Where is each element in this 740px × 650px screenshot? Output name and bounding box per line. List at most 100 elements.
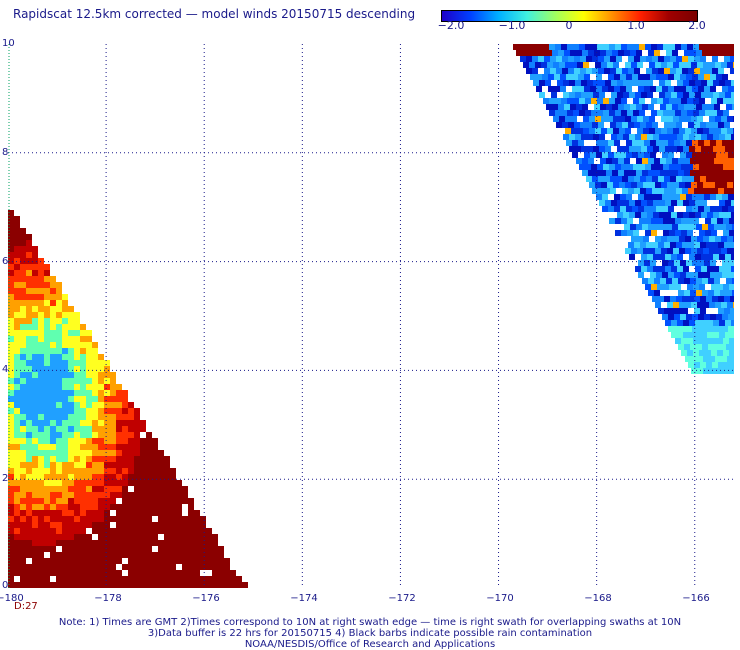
swath-cell [194, 564, 200, 570]
swath-cell [721, 368, 727, 374]
swath-cell [690, 224, 696, 230]
swath-cell [672, 290, 678, 296]
swath-cell [651, 164, 657, 170]
swath-cell [128, 570, 134, 576]
swath-cell [690, 104, 696, 110]
swath-cell [62, 528, 68, 534]
swath-cell [32, 534, 38, 540]
swath-cell [80, 510, 86, 516]
swath-cell [732, 158, 734, 164]
swath-cell [542, 86, 548, 92]
swath-cell [8, 498, 14, 504]
swath-cell [692, 272, 698, 278]
swath-cell [50, 486, 56, 492]
swath-cell [50, 330, 56, 336]
swath-cell [698, 272, 704, 278]
swath-cell [146, 468, 152, 474]
swath-cell [710, 314, 716, 320]
swath-cell [697, 62, 703, 68]
swath-cell [621, 230, 627, 236]
swath-cell [50, 468, 56, 474]
swath-cell [662, 272, 668, 278]
swath-cell [152, 462, 158, 468]
swath-cell [116, 384, 122, 390]
swath-cell [657, 164, 663, 170]
swath-cell [674, 206, 680, 212]
swath-cell [712, 296, 718, 302]
swath-cell [687, 338, 693, 344]
swath-cell [68, 540, 74, 546]
swath-cell [134, 564, 140, 570]
swath-cell [38, 438, 44, 444]
swath-cell [26, 528, 32, 534]
swath-cell [548, 86, 554, 92]
swath-cell [26, 564, 32, 570]
swath-cell [104, 414, 110, 420]
swath-cell [575, 134, 581, 140]
swath-cell [50, 276, 56, 282]
swath-cell [731, 146, 734, 152]
swath-cell [716, 314, 722, 320]
swath-cell [678, 170, 684, 176]
swath-cell [710, 206, 716, 212]
swath-cell [86, 558, 92, 564]
swath-cell [80, 396, 86, 402]
swath-cell [98, 432, 104, 438]
swath-cell [645, 230, 651, 236]
swath-cell [56, 576, 62, 582]
swath-cell [711, 284, 717, 290]
swath-cell [116, 408, 122, 414]
swath-cell [685, 62, 691, 68]
swath-cell [68, 354, 74, 360]
swath-cell [74, 360, 80, 366]
swath-cell [134, 546, 140, 552]
swath-cell [700, 188, 706, 194]
swath-cell [635, 92, 641, 98]
swath-cell [619, 62, 625, 68]
swath-cell [38, 390, 44, 396]
swath-cell [678, 278, 684, 284]
swath-cell [128, 528, 134, 534]
swath-cell [140, 552, 146, 558]
swath-cell [98, 438, 104, 444]
swath-cell [643, 236, 649, 242]
swath-cell [50, 378, 56, 384]
swath-cell [624, 50, 630, 56]
swath-cell [146, 540, 152, 546]
swath-cell [687, 98, 693, 104]
swath-cell [733, 128, 734, 134]
swath-cell [26, 300, 32, 306]
swath-cell [537, 44, 543, 50]
swath-cell [140, 498, 146, 504]
swath-cell [652, 296, 658, 302]
swath-cell [690, 344, 696, 350]
swath-cell [26, 240, 32, 246]
swath-cell [38, 348, 44, 354]
swath-cell [591, 110, 597, 116]
swath-cell [688, 188, 694, 194]
swath-cell [682, 68, 688, 74]
swath-cell [62, 552, 68, 558]
swath-cell [104, 486, 110, 492]
swath-cell [44, 336, 50, 342]
swath-cell [32, 546, 38, 552]
swath-cell [658, 176, 664, 182]
swath-cell [621, 110, 627, 116]
y-tick-label: 0 [2, 580, 9, 591]
swath-cell [38, 540, 44, 546]
swath-cell [697, 128, 703, 134]
swath-cell [26, 258, 32, 264]
swath-cell [640, 242, 646, 248]
swath-cell [730, 308, 734, 314]
colorbar-tick: 0 [565, 19, 573, 32]
swath-cell [134, 450, 140, 456]
swath-cell [731, 92, 734, 98]
swath-cell [158, 540, 164, 546]
swath-cell [694, 176, 700, 182]
swath-cell [80, 456, 86, 462]
swath-cell [543, 98, 549, 104]
swath-cell [32, 330, 38, 336]
swath-cell [612, 224, 618, 230]
swath-cell [545, 80, 551, 86]
swath-cell [20, 540, 26, 546]
